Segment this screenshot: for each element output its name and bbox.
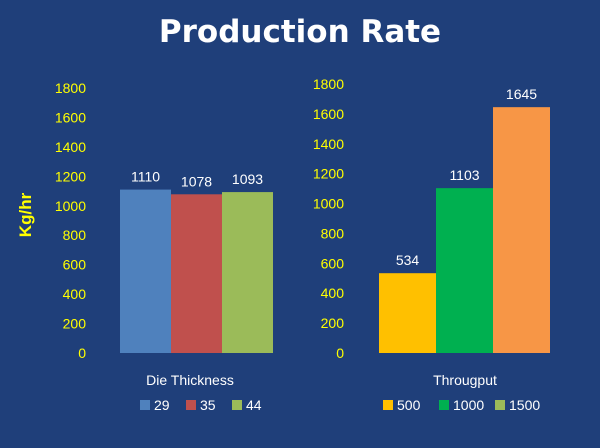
x-axis-label: Die Thickness [146, 372, 234, 388]
y-tick-label: 1400 [313, 136, 344, 152]
y-tick-label: 1200 [313, 166, 344, 182]
bar-29 [120, 189, 171, 353]
data-label: 1645 [506, 86, 537, 102]
y-tick-label: 800 [321, 225, 345, 241]
y-tick-label: 400 [63, 286, 87, 302]
y-tick-label: 600 [321, 255, 345, 271]
y-tick-label: 0 [78, 345, 86, 361]
data-label: 1093 [232, 171, 263, 187]
bar-500 [379, 273, 436, 353]
bar-44 [222, 192, 273, 353]
legend-swatch [232, 400, 242, 410]
y-tick-label: 1800 [313, 76, 344, 92]
legend-swatch [495, 400, 505, 410]
y-tick-label: 600 [63, 257, 87, 273]
legend-label: 500 [397, 397, 421, 413]
y-tick-label: 400 [321, 285, 345, 301]
bar-1000 [436, 188, 493, 353]
y-tick-label: 1600 [313, 106, 344, 122]
legend-label: 1500 [509, 397, 540, 413]
legend-swatch [186, 400, 196, 410]
y-tick-label: 200 [63, 316, 87, 332]
data-label: 534 [396, 252, 420, 268]
y-tick-label: 1800 [55, 80, 86, 96]
y-tick-label: 1000 [313, 196, 344, 212]
y-tick-label: 200 [321, 315, 345, 331]
legend-label: 29 [154, 397, 170, 413]
legend-swatch [383, 400, 393, 410]
data-label: 1110 [131, 169, 160, 185]
x-axis-label: Througput [433, 372, 497, 388]
legend-label: 35 [200, 397, 216, 413]
y-tick-label: 1200 [55, 168, 86, 184]
y-tick-label: 1400 [55, 139, 86, 155]
data-label: 1103 [449, 167, 479, 183]
y-tick-label: 800 [63, 227, 87, 243]
chart-title: Production Rate [158, 14, 442, 50]
legend-label: 44 [246, 397, 262, 413]
bar-1500 [493, 107, 550, 354]
bar-35 [171, 194, 222, 353]
y-tick-label: 1000 [55, 198, 86, 214]
legend-swatch [140, 400, 150, 410]
data-label: 1078 [181, 173, 212, 189]
legend-label: 1000 [453, 397, 484, 413]
legend-swatch [439, 400, 449, 410]
y-tick-label: 1600 [55, 109, 86, 125]
y-tick-label: 0 [336, 345, 344, 361]
